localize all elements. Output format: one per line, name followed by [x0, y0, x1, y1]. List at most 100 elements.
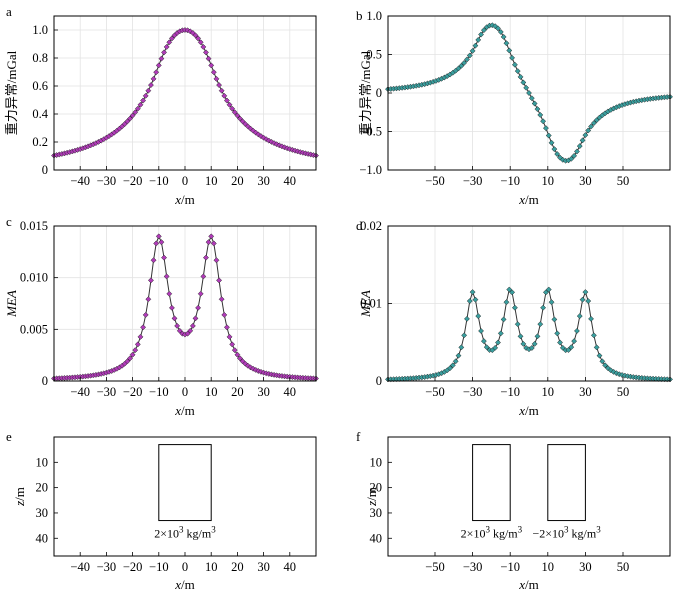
data-point: [545, 286, 552, 293]
y-tick-label: 0: [376, 86, 382, 100]
data-point: [145, 87, 152, 94]
data-point: [573, 148, 580, 155]
y-axis-label: 重力异常/mGal: [4, 50, 19, 135]
data-point: [573, 328, 580, 334]
data-point: [585, 298, 592, 304]
data-point: [483, 344, 490, 351]
x-tick-label: −30: [97, 174, 117, 188]
y-tick-label: 0.005: [20, 322, 48, 336]
data-point: [590, 332, 597, 339]
x-axis-label: x/m: [518, 192, 539, 207]
data-point: [511, 304, 518, 311]
x-tick-label: 50: [617, 174, 630, 188]
data-point: [576, 143, 583, 150]
data-point: [495, 25, 501, 32]
data-point: [610, 368, 617, 375]
data-point: [208, 233, 215, 240]
data-point: [132, 347, 139, 354]
data-point: [545, 132, 552, 139]
x-tick-label: −30: [97, 560, 117, 574]
y-tick-label: 0.2: [32, 135, 48, 149]
y-tick-label: 0: [42, 163, 48, 177]
axes-frame: [387, 436, 671, 557]
panel-label-d: d: [356, 218, 363, 233]
data-point: [168, 304, 175, 311]
data-point: [231, 347, 238, 354]
data-point: [155, 62, 162, 69]
data-point: [150, 75, 157, 82]
data-point: [195, 35, 202, 42]
data-point: [520, 340, 527, 347]
data-point: [161, 49, 167, 56]
y-axis-label: 重力异常/mGal: [358, 50, 373, 135]
x-tick-label: −20: [123, 174, 143, 188]
data-point: [613, 370, 620, 377]
panel-c: c −40 −30 −20 −10 0 10 20 30 40 0 0.005 0.010 0.015 x/…: [4, 214, 319, 418]
data-point: [542, 289, 549, 296]
z-tick-label: 40: [370, 531, 383, 545]
data-point: [158, 239, 165, 246]
panel-label-b: b: [356, 8, 363, 23]
data-point: [140, 324, 147, 331]
x-tick-label: −50: [425, 174, 445, 188]
data-point: [551, 146, 558, 153]
data-point: [548, 299, 555, 306]
y-tick-label: 0.4: [32, 107, 48, 121]
data-point: [520, 79, 527, 86]
data-point: [226, 333, 233, 340]
data-point: [161, 254, 167, 261]
data-point: [203, 49, 209, 56]
data-point: [497, 29, 504, 35]
data-point: [568, 344, 575, 351]
data-point: [542, 125, 549, 132]
data-point: [134, 105, 141, 112]
data-point: [174, 322, 181, 329]
data-point: [557, 339, 563, 346]
data-point: [540, 118, 547, 125]
x-tick-label: 30: [257, 385, 270, 399]
z-axis-label: z/m: [12, 487, 27, 507]
data-point: [255, 131, 262, 138]
x-axis-label: x/m: [174, 577, 195, 592]
data-point: [495, 339, 501, 346]
data-point: [480, 338, 487, 345]
data-point: [268, 138, 275, 145]
y-tick-label: −1.0: [359, 163, 382, 177]
x-tick-label: 20: [231, 560, 244, 574]
x-tick-label: −30: [463, 174, 483, 188]
data-point: [503, 299, 510, 306]
x-tick-label: −20: [123, 560, 143, 574]
panel-label-a: a: [6, 4, 12, 19]
x-tick-label: −30: [463, 385, 483, 399]
data-point: [503, 40, 510, 47]
data-point: [231, 109, 238, 116]
data-point: [579, 296, 586, 303]
data-point: [216, 277, 223, 284]
data-point: [213, 257, 220, 264]
data-point: [192, 32, 199, 39]
data-point: [571, 152, 578, 159]
data-point: [150, 257, 157, 264]
x-tick-label: −10: [149, 560, 169, 574]
data-point: [163, 43, 170, 50]
data-point: [124, 358, 131, 365]
x-tick-label: 30: [257, 560, 270, 574]
data-point: [229, 341, 236, 348]
x-tick-label: 0: [182, 560, 188, 574]
data-point: [472, 42, 479, 49]
data-point: [127, 115, 133, 122]
data-point: [548, 139, 555, 146]
data-point: [590, 120, 597, 127]
data-point: [475, 313, 482, 320]
y-tick-label: 0.5: [366, 48, 382, 62]
data-point: [565, 347, 572, 353]
x-tick-label: −10: [149, 174, 169, 188]
data-point: [571, 338, 578, 345]
data-point: [537, 321, 544, 328]
data-point: [203, 254, 209, 261]
data-point: [534, 106, 541, 113]
y-tick-label: 0.6: [32, 79, 48, 93]
data-point: [153, 240, 160, 247]
series-line: [387, 288, 671, 380]
data-point: [221, 92, 228, 99]
